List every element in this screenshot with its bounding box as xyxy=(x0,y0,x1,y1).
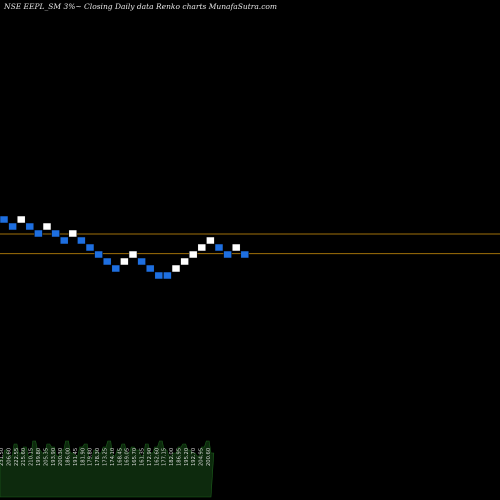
price-label-14: 173.25 xyxy=(103,448,109,466)
renko-brick-11 xyxy=(94,250,103,259)
renko-brick-26 xyxy=(223,250,232,259)
price-label-21: 162.60 xyxy=(154,448,160,466)
renko-brick-16 xyxy=(137,257,146,266)
price-label-16: 168.45 xyxy=(117,448,123,466)
renko-brick-17 xyxy=(145,264,155,273)
price-label-11: 181.90 xyxy=(80,448,86,466)
renko-brick-14 xyxy=(120,257,129,266)
renko-brick-10 xyxy=(85,243,95,252)
price-label-1: 206.60 xyxy=(6,448,12,466)
renko-brick-8 xyxy=(68,229,78,238)
price-label-18: 165.70 xyxy=(132,448,138,466)
renko-brick-2 xyxy=(16,215,26,224)
renko-brick-25 xyxy=(214,243,224,252)
price-label-3: 215.60 xyxy=(21,448,27,466)
renko-brick-20 xyxy=(171,264,181,273)
renko-brick-19 xyxy=(163,271,172,280)
renko-brick-5 xyxy=(42,222,52,231)
price-label-8: 200.30 xyxy=(58,448,64,466)
renko-brick-23 xyxy=(197,243,207,252)
price-label-13: 178.30 xyxy=(95,448,101,466)
price-label-26: 192.70 xyxy=(191,448,197,466)
price-label-4: 210.15 xyxy=(29,448,35,466)
renko-brick-6 xyxy=(51,229,60,238)
renko-brick-7 xyxy=(59,236,69,245)
renko-brick-21 xyxy=(180,257,189,266)
renko-brick-28 xyxy=(240,250,250,259)
renko-brick-1 xyxy=(8,222,17,231)
renko-brick-22 xyxy=(188,250,198,259)
price-label-12: 179.80 xyxy=(88,448,94,466)
renko-brick-18 xyxy=(154,271,164,280)
price-label-28: 200.60 xyxy=(206,448,212,466)
price-label-22: 177.15 xyxy=(162,448,168,466)
price-label-23: 182.00 xyxy=(169,448,175,466)
price-label-9: 186.00 xyxy=(66,448,72,466)
renko-brick-4 xyxy=(34,229,43,238)
renko-brick-9 xyxy=(77,236,86,245)
price-label-15: 174.10 xyxy=(110,448,116,466)
price-label-5: 199.80 xyxy=(36,448,42,466)
price-label-2: 222.55 xyxy=(14,448,20,466)
price-label-20: 172.90 xyxy=(147,448,153,466)
renko-brick-0 xyxy=(0,215,9,224)
price-label-25: 195.20 xyxy=(184,448,190,466)
renko-brick-27 xyxy=(231,243,241,252)
price-label-7: 193.90 xyxy=(51,448,57,466)
price-label-24: 186.95 xyxy=(176,448,182,466)
price-label-27: 204.95 xyxy=(199,448,205,466)
price-label-6: 205.35 xyxy=(43,448,49,466)
price-label-17: 169.05 xyxy=(125,448,131,466)
price-label-10: 191.45 xyxy=(73,448,79,466)
price-label-0: 231.50 xyxy=(0,448,5,466)
renko-brick-3 xyxy=(25,222,35,231)
volume-area xyxy=(0,440,215,498)
renko-brick-12 xyxy=(102,257,112,266)
renko-brick-13 xyxy=(111,264,121,273)
chart-title: NSE EEPL_SM 3%~ Closing Daily data Renko… xyxy=(4,2,278,11)
renko-brick-15 xyxy=(128,250,138,259)
price-label-19: 161.35 xyxy=(139,448,145,466)
renko-brick-24 xyxy=(206,236,215,245)
